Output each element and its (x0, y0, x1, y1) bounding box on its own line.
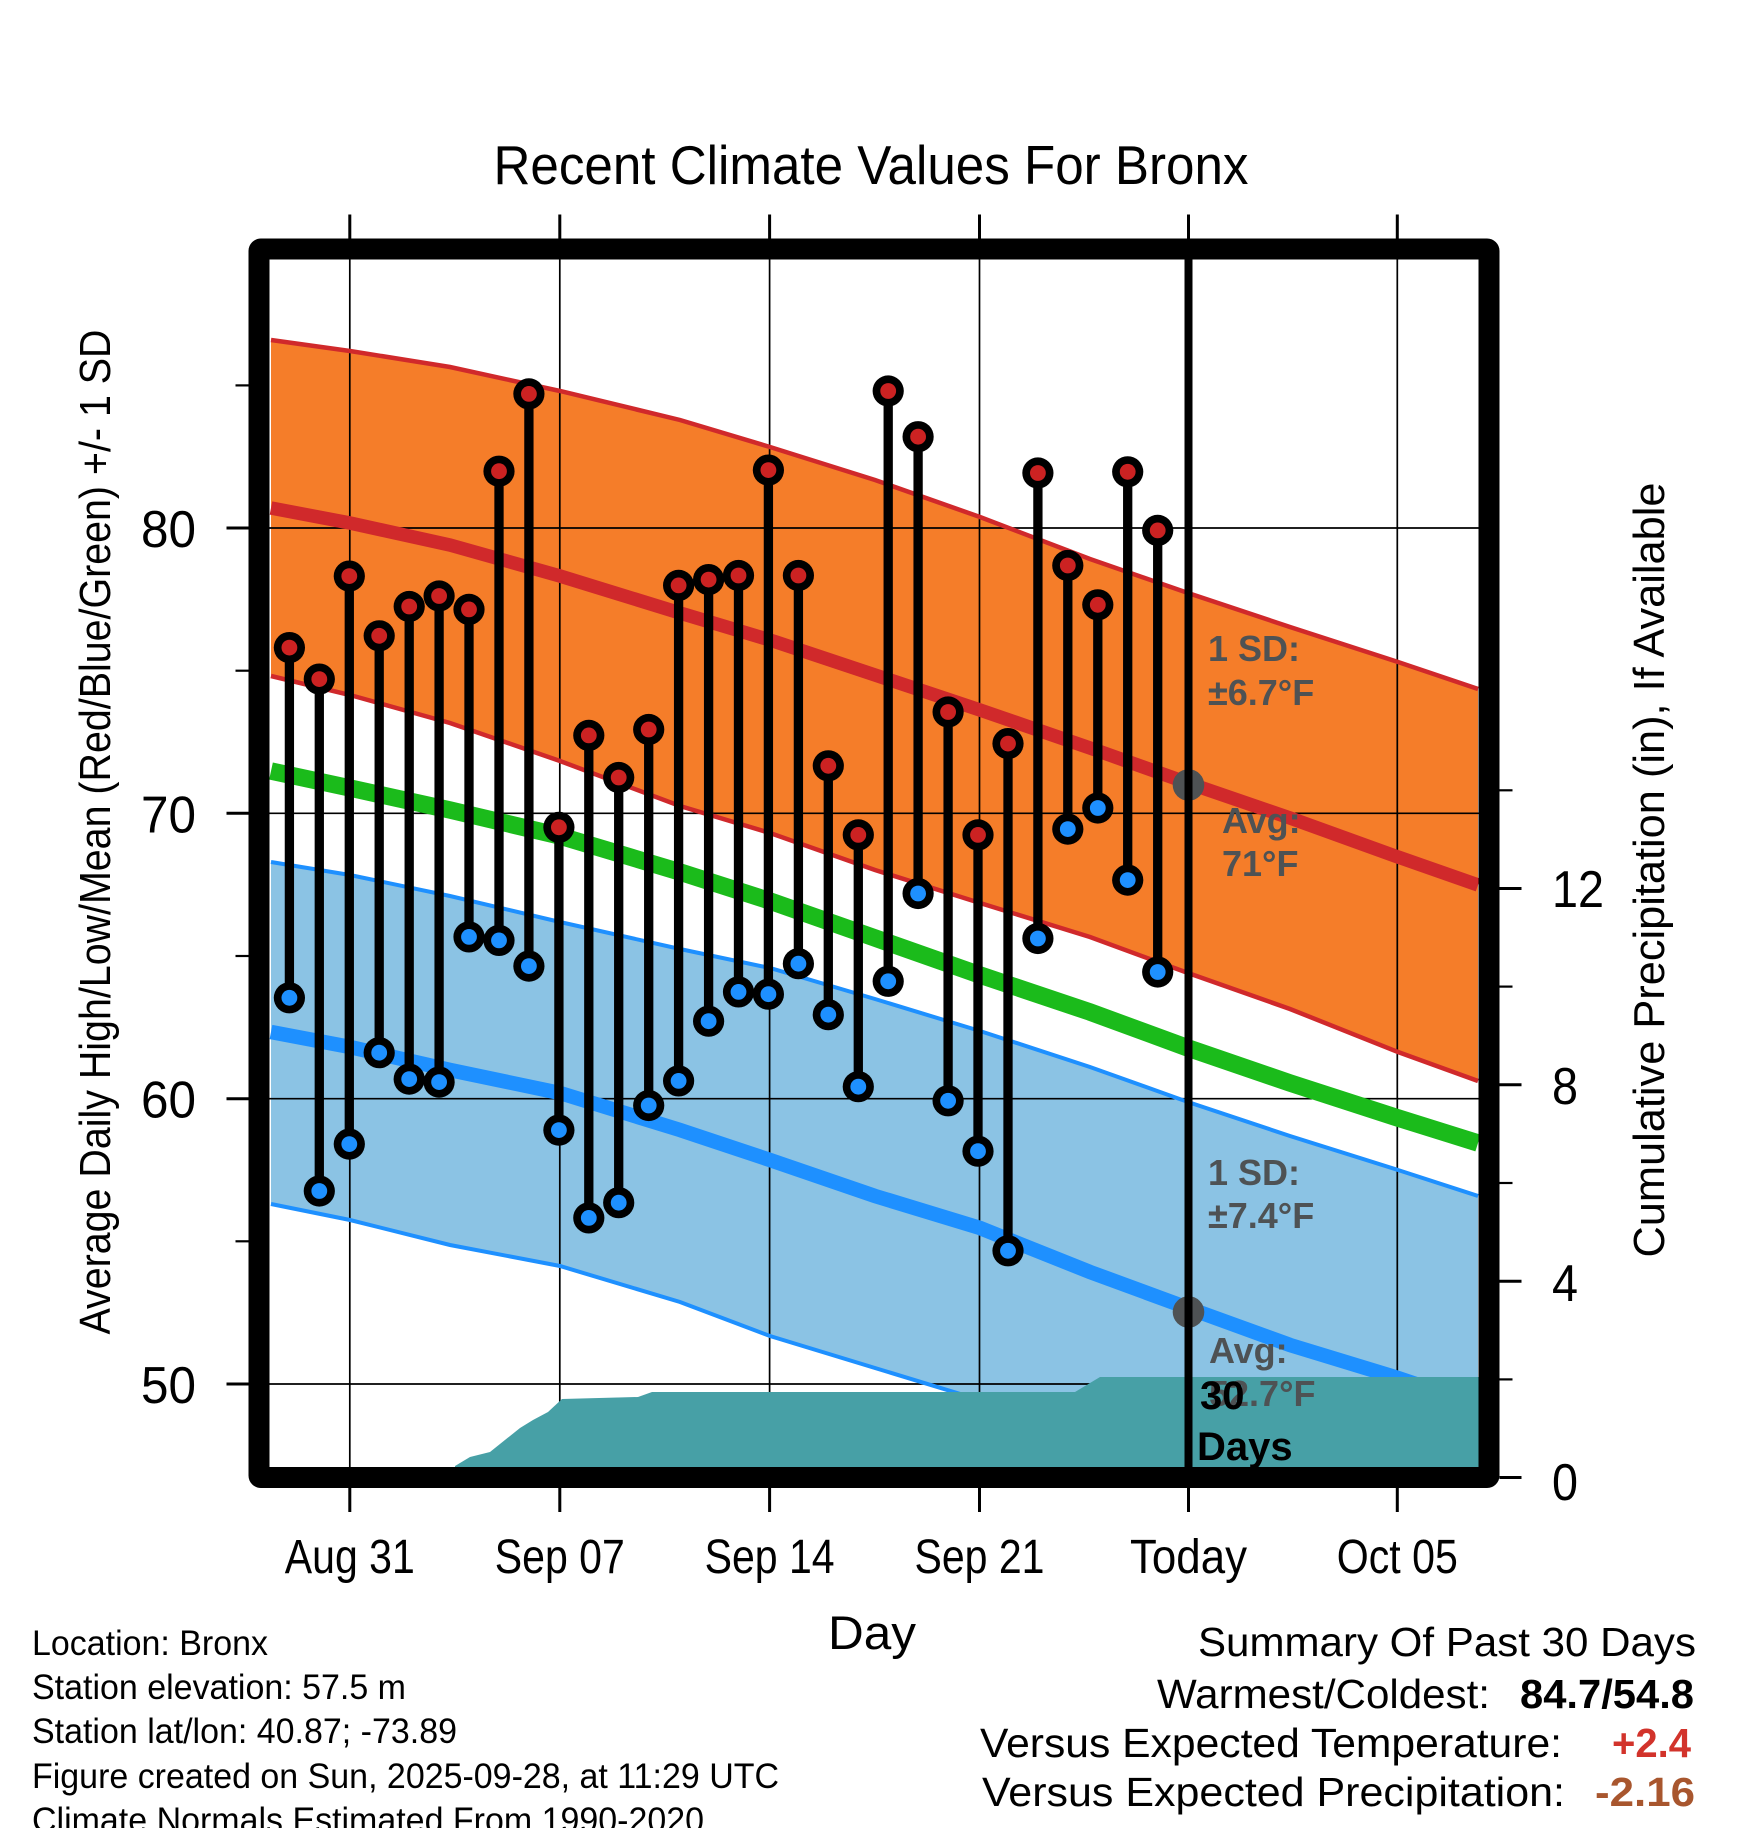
svg-text:80: 80 (141, 501, 196, 559)
svg-text:Warmest/Coldest:: Warmest/Coldest: (1157, 1671, 1490, 1717)
svg-text:84.7/54.8: 84.7/54.8 (1520, 1671, 1694, 1717)
svg-text:1 SD:: 1 SD: (1208, 628, 1300, 669)
svg-text:±7.4°F: ±7.4°F (1208, 1195, 1314, 1236)
svg-text:70: 70 (141, 786, 196, 844)
svg-text:Versus Expected Precipitation:: Versus Expected Precipitation: (982, 1769, 1565, 1815)
svg-text:+2.4: +2.4 (1612, 1720, 1691, 1766)
svg-text:4: 4 (1552, 1255, 1578, 1313)
svg-text:Climate Normals Estimated From: Climate Normals Estimated From 1990-2020 (32, 1801, 704, 1828)
svg-text:Summary Of Past 30 Days: Summary Of Past 30 Days (1198, 1619, 1696, 1665)
svg-text:Avg:: Avg: (1209, 1330, 1288, 1371)
svg-text:Aug 31: Aug 31 (285, 1531, 415, 1584)
svg-text:Day: Day (828, 1606, 917, 1659)
svg-text:-2.16: -2.16 (1595, 1769, 1695, 1815)
svg-text:Days: Days (1197, 1425, 1293, 1469)
svg-text:Recent Climate Values For Bron: Recent Climate Values For Bronx (494, 134, 1249, 196)
svg-text:±6.7°F: ±6.7°F (1208, 672, 1314, 713)
svg-text:0: 0 (1552, 1454, 1578, 1512)
svg-text:50: 50 (141, 1357, 196, 1415)
svg-text:30: 30 (1200, 1374, 1245, 1418)
svg-text:Location: Bronx: Location: Bronx (32, 1624, 268, 1663)
svg-text:Average Daily High/Low/Mean (R: Average Daily High/Low/Mean (Red/Blue/Gr… (71, 330, 120, 1335)
svg-text:Sep 21: Sep 21 (915, 1531, 1045, 1584)
svg-text:Station lat/lon: 40.87; -73.89: Station lat/lon: 40.87; -73.89 (32, 1712, 457, 1751)
svg-text:Cumulative Precipitation (in),: Cumulative Precipitation (in), If Availa… (1625, 483, 1674, 1258)
svg-text:Oct 05: Oct 05 (1337, 1531, 1458, 1584)
svg-text:8: 8 (1552, 1058, 1578, 1116)
svg-text:Versus Expected Temperature:: Versus Expected Temperature: (980, 1720, 1562, 1766)
svg-text:71°F: 71°F (1222, 843, 1298, 884)
svg-text:12: 12 (1552, 861, 1604, 919)
svg-text:1 SD:: 1 SD: (1208, 1152, 1300, 1193)
svg-text:52.7°F: 52.7°F (1209, 1373, 1315, 1414)
svg-text:60: 60 (141, 1072, 196, 1130)
svg-text:Figure created on Sun, 2025-09: Figure created on Sun, 2025-09-28, at 11… (32, 1757, 779, 1796)
svg-text:Sep 07: Sep 07 (495, 1531, 625, 1584)
svg-text:Sep 14: Sep 14 (705, 1531, 835, 1584)
svg-text:Station elevation: 57.5 m: Station elevation: 57.5 m (32, 1668, 406, 1707)
svg-text:Avg:: Avg: (1222, 800, 1301, 841)
svg-text:Today: Today (1130, 1531, 1247, 1584)
